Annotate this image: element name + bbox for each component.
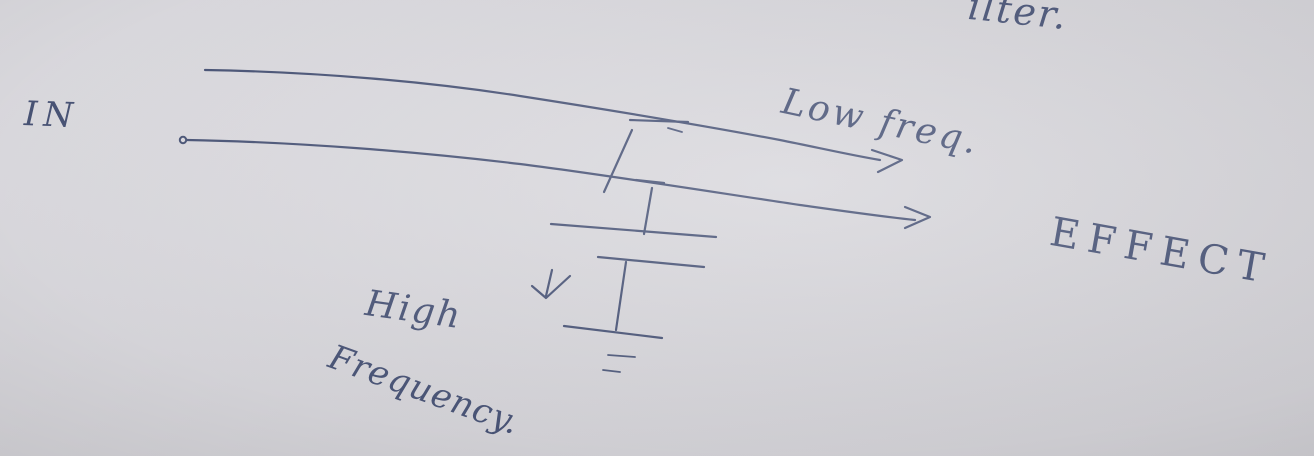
upper-arrow-head — [870, 148, 904, 174]
capacitor-2-plate-bottom — [596, 255, 706, 269]
ground-plate — [562, 324, 664, 340]
capacitor-1-plate-top — [628, 118, 690, 124]
down-arrow-shaft — [544, 268, 554, 298]
down-arrow-head — [530, 274, 572, 300]
input-label: IN — [23, 94, 80, 136]
capacitor-1-mark — [667, 127, 683, 133]
capacitor-1-lead — [602, 128, 634, 194]
input-terminal — [178, 135, 188, 145]
lower-arrow-head — [903, 205, 932, 230]
capacitor-2-lead — [642, 186, 654, 236]
upper-signal-line — [203, 68, 882, 162]
capacitor-1-plate-bottom — [634, 178, 666, 185]
ground-symbol-line-1 — [607, 354, 636, 358]
lower-signal-line — [185, 138, 917, 222]
ground-symbol-line-2 — [602, 369, 621, 373]
capacitor-2-plate-top — [549, 222, 718, 239]
ground-lead — [614, 260, 628, 332]
